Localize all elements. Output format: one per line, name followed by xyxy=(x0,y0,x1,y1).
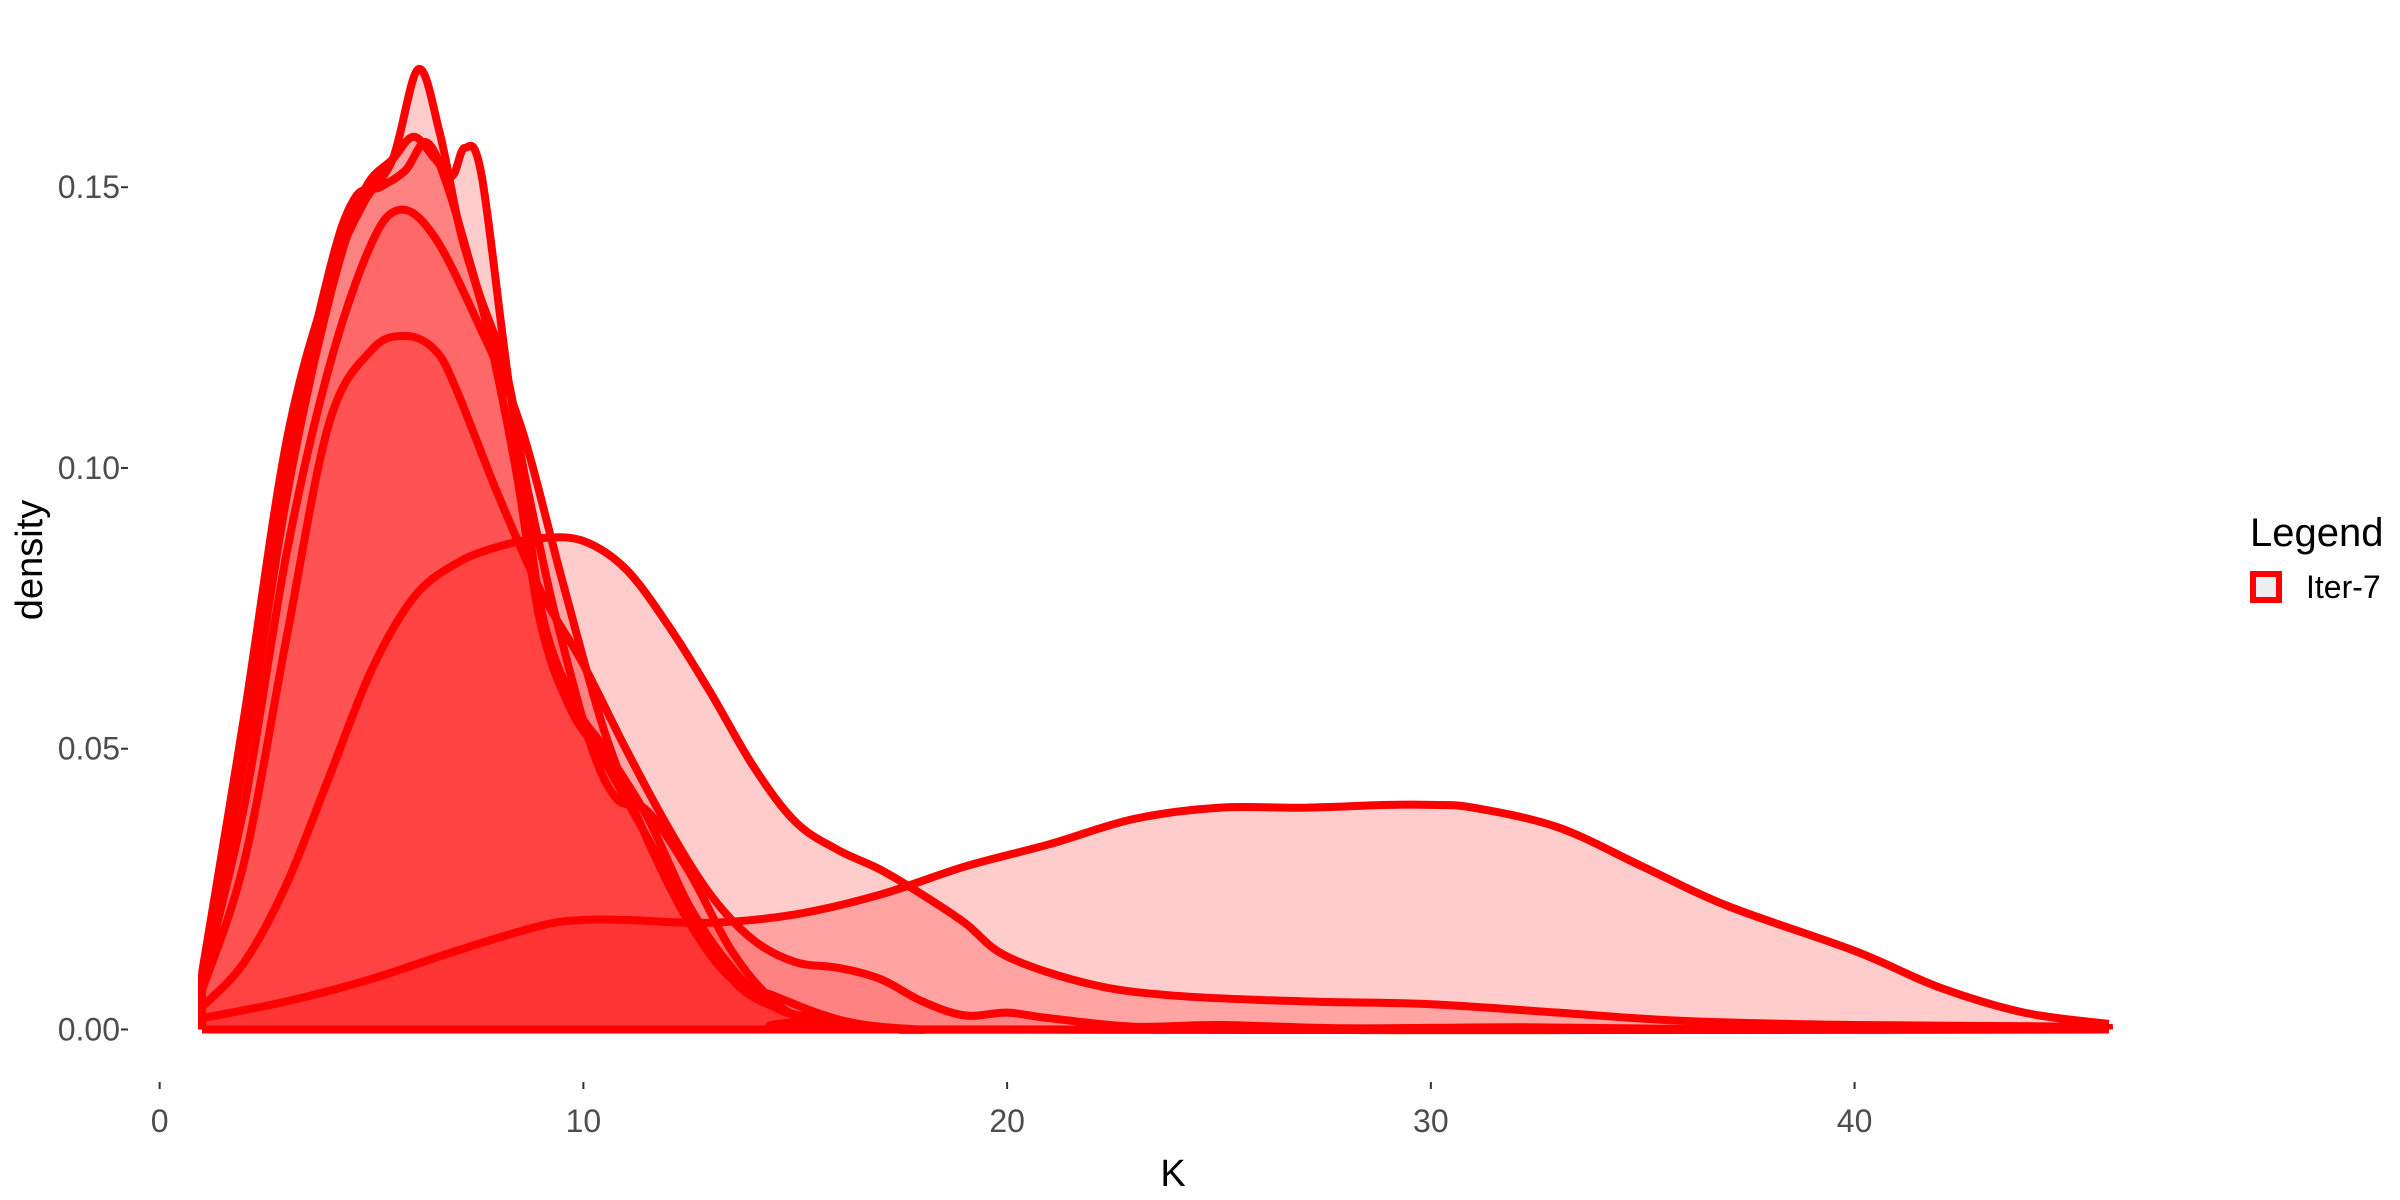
density-curve-7 xyxy=(198,132,2109,1034)
y-tick-label: 0.05 xyxy=(58,731,120,767)
legend: Legend Iter-7 xyxy=(2250,511,2383,605)
legend-label-iter-7: Iter-7 xyxy=(2306,569,2381,605)
x-tick-label: 10 xyxy=(566,1103,602,1139)
y-tick-label: 0.10 xyxy=(58,450,120,486)
y-axis: 0.00 0.05 0.10 0.15 xyxy=(58,169,128,1047)
x-axis-title: K xyxy=(1160,1153,1185,1195)
density-area-1 xyxy=(202,804,2109,1030)
x-tick-label: 40 xyxy=(1837,1103,1873,1139)
legend-title: Legend xyxy=(2250,511,2383,555)
density-area-5 xyxy=(202,142,2109,1031)
legend-key-iter-7 xyxy=(2250,571,2282,603)
density-areas xyxy=(198,65,2113,1035)
x-tick-label: 0 xyxy=(151,1103,169,1139)
x-axis: 0 10 20 30 40 xyxy=(151,1082,1873,1139)
y-tick-label: 0.15 xyxy=(58,169,120,205)
density-edge-7 xyxy=(198,978,206,1030)
x-tick-label: 20 xyxy=(989,1103,1025,1139)
y-tick-label: 0.00 xyxy=(58,1011,120,1047)
density-area-4 xyxy=(202,209,2109,1030)
density-area-7 xyxy=(202,136,2109,1030)
x-tick-label: 30 xyxy=(1413,1103,1449,1139)
y-axis-title: density xyxy=(9,500,51,620)
